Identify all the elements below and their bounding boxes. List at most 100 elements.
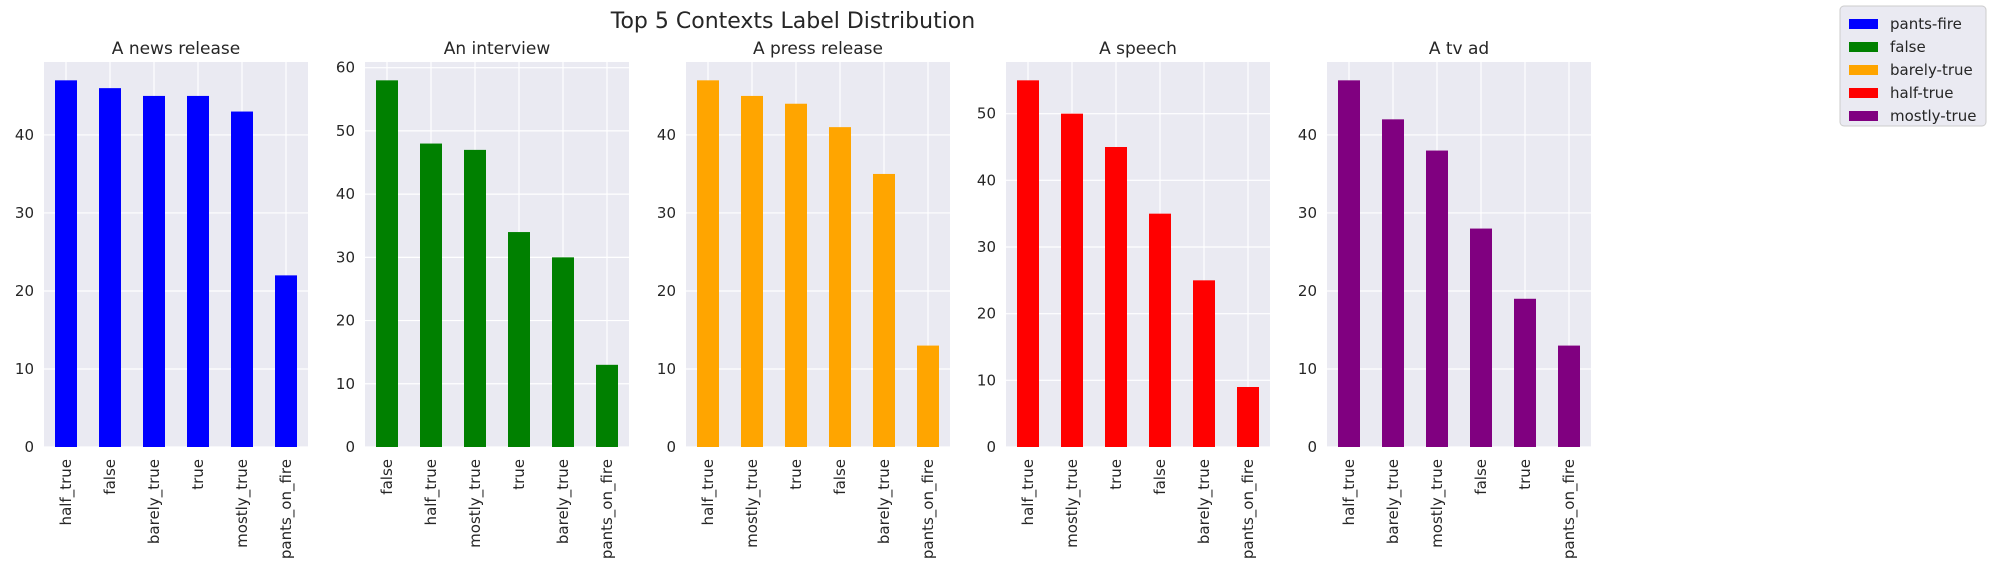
y-tick-label: 0 — [24, 438, 34, 456]
plot-background — [686, 62, 950, 447]
bar-pants_on_fire — [917, 345, 939, 447]
x-tick-label: half_true — [1019, 459, 1038, 525]
y-tick-label: 20 — [336, 312, 355, 330]
bar-true — [1514, 298, 1536, 447]
x-tick-label: barely_true — [1195, 459, 1214, 544]
bar-pants_on_fire — [1558, 345, 1580, 447]
bar-false — [1149, 213, 1171, 447]
bar-barely_true — [552, 257, 574, 447]
legend-label: half-true — [1890, 84, 1954, 102]
y-tick-label: 0 — [1307, 438, 1317, 456]
y-tick-label: 30 — [15, 204, 34, 222]
subplot-title: A press release — [753, 39, 883, 59]
subplot-2: 0 10 20 30 40 50 60 false half_true mostly_true tr… — [336, 39, 629, 559]
x-tick-label: true — [510, 459, 528, 490]
x-tick-label: mostly_true — [1428, 459, 1447, 548]
x-tick-label: mostly_true — [233, 459, 252, 548]
y-tick-label: 40 — [15, 126, 34, 144]
y-tick-label: 0 — [986, 438, 996, 456]
x-tick-label: half_true — [699, 459, 718, 525]
bar-half_true — [420, 143, 442, 447]
subplot-title: A news release — [112, 39, 240, 59]
y-tick-label: 50 — [336, 122, 355, 140]
plot-background — [365, 62, 629, 447]
subplot-1: 0 10 20 30 40 half_true false barely_true true mo… — [15, 39, 308, 559]
x-tick-label: false — [831, 459, 849, 495]
bar-true — [508, 232, 530, 447]
x-tick-label: false — [378, 459, 396, 495]
y-tick-label: 30 — [1298, 204, 1317, 222]
figure-title: Top 5 Contexts Label Distribution — [610, 9, 975, 34]
x-tick-label: true — [1107, 459, 1125, 490]
x-tick-label: barely_true — [145, 459, 164, 544]
bar-false — [1470, 228, 1492, 447]
x-tick-label: true — [787, 459, 805, 490]
legend-swatch — [1849, 65, 1878, 75]
bar-false — [829, 127, 851, 447]
x-tick-label: pants_on_fire — [598, 459, 617, 559]
subplot-3: 0 10 20 30 40 half_true mostly_true true false ba… — [657, 39, 950, 559]
legend-label: mostly-true — [1890, 107, 1976, 125]
bar-mostly_true — [1426, 150, 1448, 448]
x-tick-label: pants_on_fire — [1239, 459, 1258, 559]
bar-half_true — [55, 80, 77, 447]
y-tick-label: 10 — [977, 371, 996, 389]
y-tick-label: 10 — [336, 375, 355, 393]
legend-swatch — [1849, 111, 1878, 121]
bar-barely_true — [873, 173, 895, 447]
x-tick-label: pants_on_fire — [919, 459, 938, 559]
subplot-5: 0 10 20 30 40 half_true barely_true mostly_true… — [1298, 39, 1591, 559]
y-tick-label: 0 — [666, 438, 676, 456]
bar-half_true — [1338, 80, 1360, 447]
bar-pants_on_fire — [275, 275, 297, 447]
y-tick-label: 10 — [1298, 360, 1317, 378]
legend-label: pants-fire — [1890, 15, 1962, 33]
x-tick-label: false — [1151, 459, 1169, 495]
x-tick-label: half_true — [422, 459, 441, 525]
subplot-title: A speech — [1099, 39, 1177, 59]
bar-mostly_true — [464, 149, 486, 447]
y-tick-label: 30 — [657, 204, 676, 222]
bar-true — [187, 95, 209, 448]
bar-barely_true — [143, 95, 165, 448]
x-tick-label: pants_on_fire — [277, 459, 296, 559]
x-tick-label: false — [1472, 459, 1490, 495]
y-tick-label: 10 — [657, 360, 676, 378]
subplots: 0 10 20 30 40 half_true false barely_true true mo… — [15, 39, 1591, 559]
subplot-title: A tv ad — [1429, 39, 1489, 59]
subplot-4: 0 10 20 30 40 50 half_true mostly_true true false… — [977, 39, 1270, 559]
x-tick-label: mostly_true — [466, 459, 485, 548]
x-tick-label: mostly_true — [1063, 459, 1082, 548]
legend: pants-fire false barely-true half-true mostl… — [1839, 5, 1987, 127]
y-tick-label: 30 — [977, 238, 996, 256]
bar-true — [1105, 147, 1127, 447]
y-tick-label: 40 — [336, 185, 355, 203]
x-tick-label: mostly_true — [743, 459, 762, 548]
x-tick-label: true — [189, 459, 207, 490]
bar-barely_true — [1193, 280, 1215, 447]
x-tick-label: false — [101, 459, 119, 495]
plot-background — [1006, 62, 1270, 447]
y-tick-label: 40 — [657, 126, 676, 144]
x-tick-label: half_true — [1340, 459, 1359, 525]
subplot-title: An interview — [444, 39, 551, 59]
y-tick-label: 20 — [15, 282, 34, 300]
y-tick-label: 60 — [336, 59, 355, 77]
bar-mostly_true — [1061, 113, 1083, 448]
y-tick-label: 40 — [977, 171, 996, 189]
legend-swatch — [1849, 19, 1878, 29]
x-tick-label: barely_true — [554, 459, 573, 544]
y-tick-label: 50 — [977, 105, 996, 123]
bar-mostly_true — [231, 111, 253, 448]
plot-background — [44, 62, 308, 447]
y-tick-label: 30 — [336, 248, 355, 266]
y-tick-label: 10 — [15, 360, 34, 378]
y-tick-label: 40 — [1298, 126, 1317, 144]
bar-half_true — [1017, 80, 1039, 447]
legend-swatch — [1849, 88, 1878, 98]
legend-swatch — [1849, 42, 1878, 52]
x-tick-label: barely_true — [1384, 459, 1403, 544]
x-tick-label: barely_true — [875, 459, 894, 544]
bar-false — [99, 88, 121, 447]
